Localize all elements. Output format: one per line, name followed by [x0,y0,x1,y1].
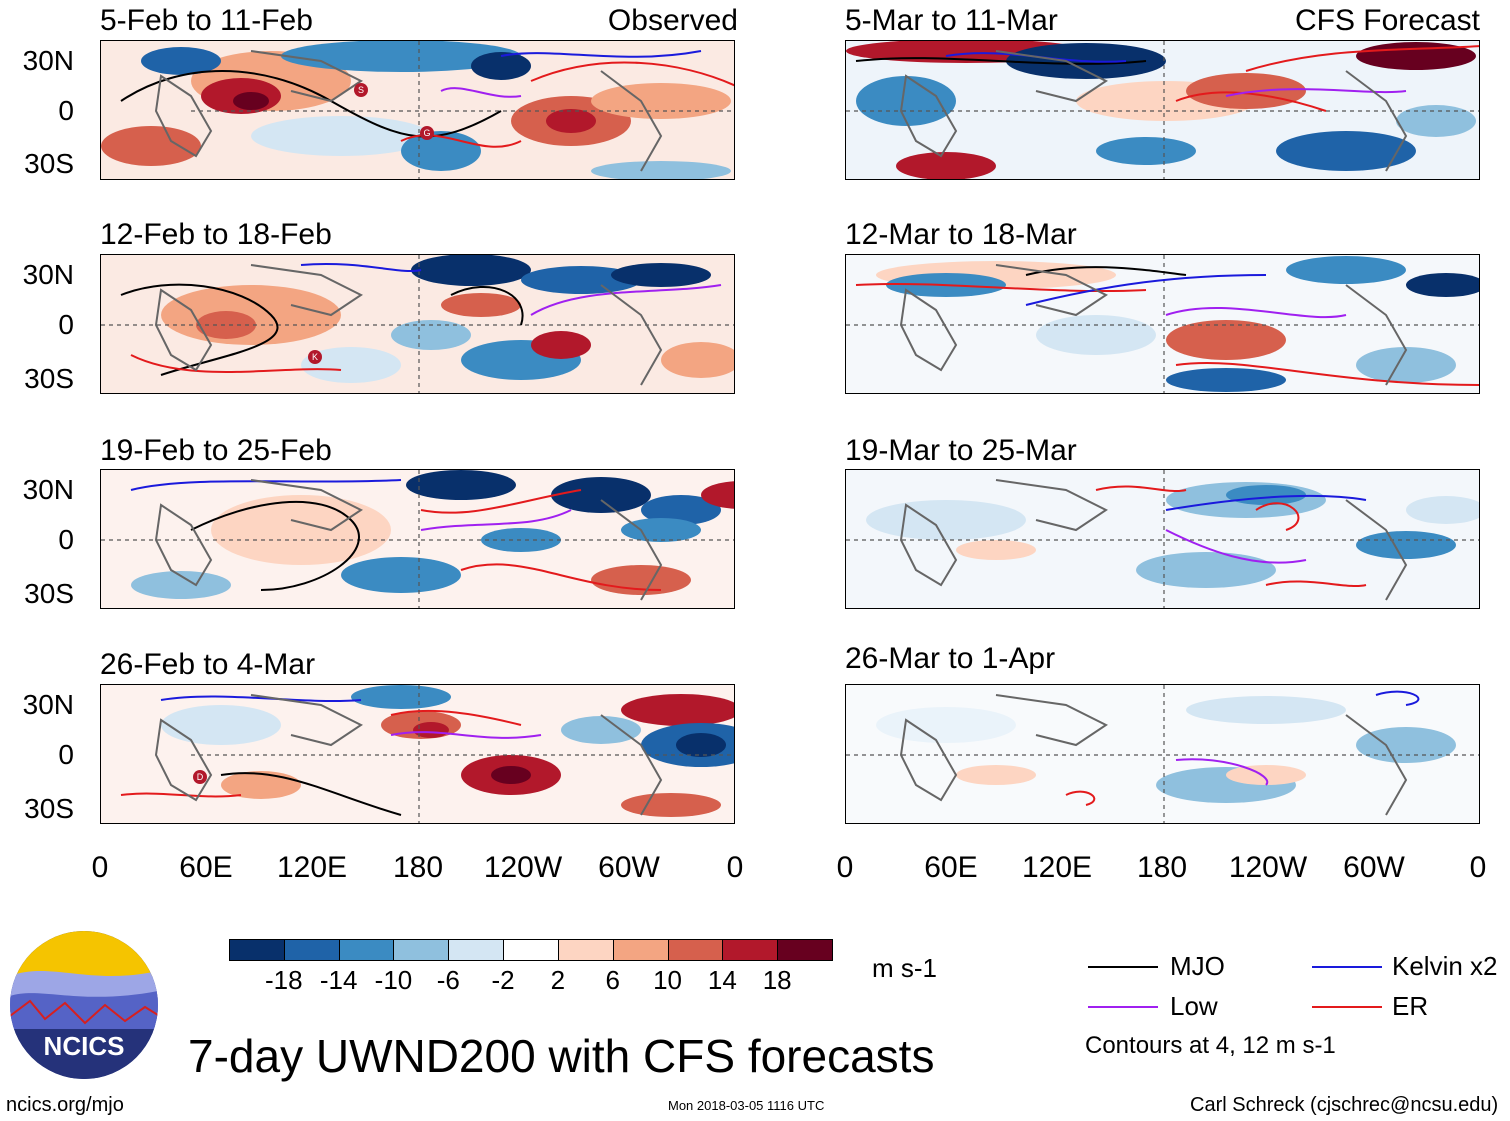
panel-title-left-3: 19-Feb to 25-Feb [100,434,332,467]
colorbar-label: -14 [319,965,358,995]
map-panel-observed-4: D [100,684,735,824]
colorbar-cell [448,939,505,961]
xtick-left-180: 180 [392,851,444,884]
xtick-left-0-end: 0 [726,851,744,884]
colorbar-cell [612,939,669,961]
ylabel-0-4: 0 [58,739,74,770]
xtick-right-60w: 60W [1343,851,1405,884]
panel-title-left-4: 26-Feb to 4-Mar [100,648,316,681]
ylabel-30n-4: 30N [22,689,74,720]
ylabel-30n-2: 30N [22,259,74,290]
legend-low-line [1088,1006,1158,1008]
colorbar-label: 14 [707,965,737,995]
colorbar-label: 18 [762,965,792,995]
ylabel-30s-3: 30S [24,578,74,609]
colorbar-cell [393,939,450,961]
xtick-left-60e: 60E [179,851,233,884]
ylabel-30n-3: 30N [22,474,74,505]
colorbar-cell [229,939,285,961]
panel-title-left-1: 5-Feb to 11-Feb [100,4,313,37]
colorbar-cell [777,939,833,961]
map-panel-forecast-2 [845,254,1480,394]
panel-title-right-4: 26-Mar to 1-Apr [845,642,1056,675]
xtick-right-0: 0 [836,851,854,884]
ylabel-0-2: 0 [58,309,74,340]
legend-kelvin-line [1312,966,1382,968]
colorbar-label: 6 [605,965,620,995]
panel-title-left-2: 12-Feb to 18-Feb [100,218,332,251]
map-panel-forecast-3 [845,469,1480,609]
legend-er-line [1312,1006,1382,1008]
footer-url: ncics.org/mjo [6,1094,124,1116]
colorbar-label: -18 [265,965,303,995]
colorbar-cell [722,939,779,961]
storm-marker-s: S [354,83,368,97]
panel-title-right-3: 19-Mar to 25-Mar [845,434,1077,467]
ylabel-30s-1: 30S [24,148,74,179]
ylabel-0-1: 0 [58,95,74,126]
ylabel-30n-1: 30N [22,45,74,76]
xtick-right-120e: 120E [1021,851,1093,884]
storm-marker-d: D [193,770,207,784]
colorbar-cell [283,939,340,961]
storm-marker-g: G [420,126,434,140]
colorbar-cell [667,939,724,961]
xtick-right-120w: 120W [1228,851,1308,884]
legend-low: Low [1170,991,1218,1021]
xtick-right-0-end: 0 [1469,851,1487,884]
legend-kelvin: Kelvin x2 [1392,951,1498,981]
map-panel-forecast-4 [845,684,1480,824]
map-panel-observed-3 [100,469,735,609]
logo-text: NCICS [43,1031,125,1061]
map-panel-forecast-1 [845,40,1480,180]
ylabel-30s-4: 30S [24,793,74,824]
xtick-left-120e: 120E [276,851,348,884]
xtick-right-60e: 60E [924,851,978,884]
colorbar-label: 10 [653,965,682,995]
storm-marker-k: K [308,350,322,364]
colorbar-cell [503,939,559,961]
colorbar-label: -2 [491,965,515,995]
xtick-left-0: 0 [91,851,109,884]
map-panel-observed-2: K [100,254,735,394]
observed-label: Observed [607,4,738,37]
colorbar-label: -10 [374,965,413,995]
xtick-left-60w: 60W [598,851,660,884]
legend-mjo: MJO [1170,951,1225,981]
ylabel-0-3: 0 [58,524,74,555]
colorbar-label: 2 [550,965,566,995]
ylabel-30s-2: 30S [24,363,74,394]
colorbar-label: -6 [436,965,460,995]
xtick-right-180: 180 [1136,851,1188,884]
ncics-logo: NCICS [10,931,158,1079]
forecast-label: CFS Forecast [1294,4,1480,37]
colorbar-cell [338,939,395,961]
main-title: 7-day UWND200 with CFS forecasts [188,1030,935,1082]
contours-note: Contours at 4, 12 m s-1 [1085,1032,1336,1059]
map-panel-observed-1: S G [100,40,735,180]
xtick-left-120w: 120W [483,851,563,884]
colorbar-cell [557,939,614,961]
legend-er: ER [1392,991,1429,1021]
legend-mjo-line [1088,966,1158,968]
footer-author: Carl Schreck (cjschrec@ncsu.edu) [1190,1094,1499,1116]
colorbar-units: m s-1 [872,953,937,983]
panel-title-right-2: 12-Mar to 18-Mar [845,218,1077,251]
footer-timestamp: Mon 2018-03-05 1116 UTC [668,1098,825,1113]
panel-title-right-1: 5-Mar to 11-Mar [845,4,1058,37]
